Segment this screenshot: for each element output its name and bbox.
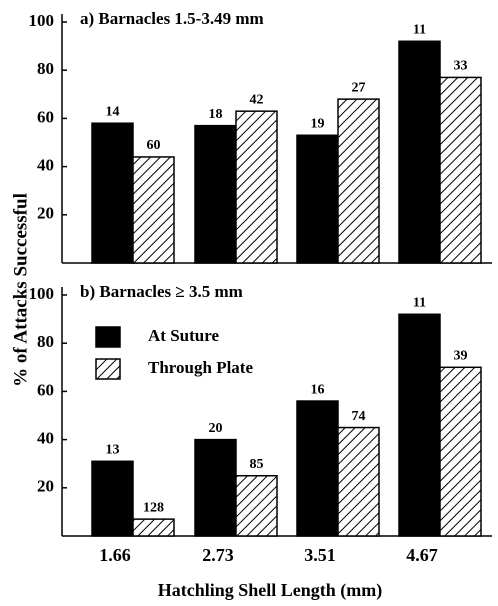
bar	[398, 313, 441, 537]
legend-swatch	[95, 358, 121, 380]
x-tick-label: 2.73	[202, 545, 234, 565]
sample-size-label: 33	[454, 59, 468, 74]
sample-size-label: 128	[143, 500, 164, 515]
sample-size-label: 20	[209, 421, 223, 436]
bar	[337, 426, 380, 537]
bar	[296, 400, 339, 537]
x-tick-label: 1.66	[99, 545, 131, 565]
sample-size-label: 74	[352, 409, 366, 424]
sample-size-label: 60	[147, 138, 161, 153]
legend-swatch	[95, 326, 121, 348]
y-tick-label: 20	[37, 204, 54, 223]
x-tick-label: 4.67	[406, 545, 438, 565]
sample-size-label: 11	[413, 22, 426, 37]
sample-size-label: 11	[413, 295, 426, 310]
panel-title: b) Barnacles ≥ 3.5 mm	[80, 282, 243, 301]
sample-size-label: 13	[106, 443, 120, 458]
bar	[194, 438, 237, 537]
sample-size-label: 14	[106, 104, 120, 119]
y-tick-label: 60	[37, 380, 54, 399]
y-tick-label: 100	[29, 11, 55, 30]
legend-label: At Suture	[148, 326, 219, 345]
bar	[337, 98, 380, 264]
bar	[439, 366, 482, 537]
sample-size-label: 85	[250, 457, 264, 472]
bar	[132, 518, 175, 537]
bar	[194, 124, 237, 264]
sample-size-label: 19	[311, 116, 325, 131]
sample-size-label: 16	[311, 382, 325, 397]
bar	[296, 134, 339, 264]
bar	[235, 475, 278, 537]
bar	[439, 76, 482, 264]
y-tick-label: 80	[37, 59, 54, 78]
sample-size-label: 42	[250, 92, 264, 107]
y-tick-label: 20	[37, 477, 54, 496]
sample-size-label: 39	[454, 349, 468, 364]
y-tick-label: 80	[37, 332, 54, 351]
sample-size-label: 18	[209, 107, 223, 122]
bar	[91, 122, 134, 264]
legend-label: Through Plate	[148, 358, 253, 377]
bar	[235, 110, 278, 264]
sample-size-label: 27	[352, 80, 366, 95]
bar	[398, 40, 441, 264]
y-tick-label: 100	[29, 284, 55, 303]
panel-title: a) Barnacles 1.5-3.49 mm	[80, 9, 264, 28]
y-tick-label: 40	[37, 429, 54, 448]
bar	[91, 460, 134, 537]
y-axis-label: % of Attacks Successful	[10, 193, 31, 387]
y-tick-label: 40	[37, 156, 54, 175]
y-tick-label: 60	[37, 107, 54, 126]
bar	[132, 156, 175, 264]
x-tick-label: 3.51	[304, 545, 336, 565]
x-axis-label: Hatchling Shell Length (mm)	[158, 580, 383, 601]
